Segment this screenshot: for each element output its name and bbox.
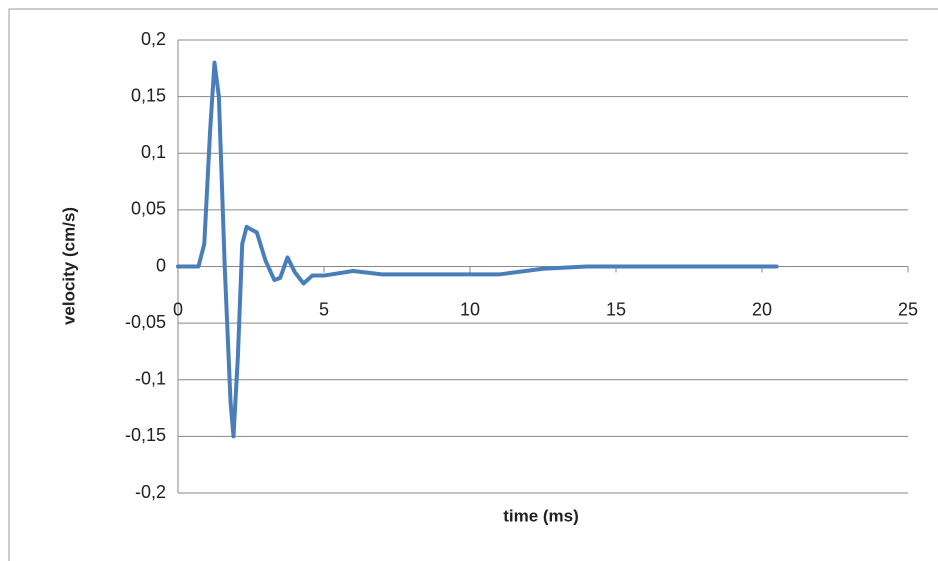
y-tick-label: 0 [156,255,166,275]
x-axis-label: time (ms) [503,506,579,525]
y-tick-label: 0,2 [141,29,166,49]
x-tick-label: 10 [460,299,480,319]
y-tick-label: -0,1 [135,369,166,389]
y-tick-label: -0,15 [125,425,166,445]
y-tick-label: -0,05 [125,312,166,332]
y-tick-label: 0,05 [131,199,166,219]
y-axis-label: velocity (cm/s) [59,207,78,325]
y-tick-label: 0,15 [131,85,166,105]
x-tick-label: 15 [606,299,626,319]
data-line [178,63,777,437]
x-tick-label: 25 [898,299,918,319]
x-tick-label: 0 [173,299,183,319]
chart: velocity (cm/s) time (ms) -0,2 -0,15 -0,1 -… [0,0,938,561]
y-tick-label: 0,1 [141,142,166,162]
y-tick-label: -0,2 [135,482,166,502]
x-tick-label: 5 [319,299,329,319]
x-tick-label: 20 [752,299,772,319]
